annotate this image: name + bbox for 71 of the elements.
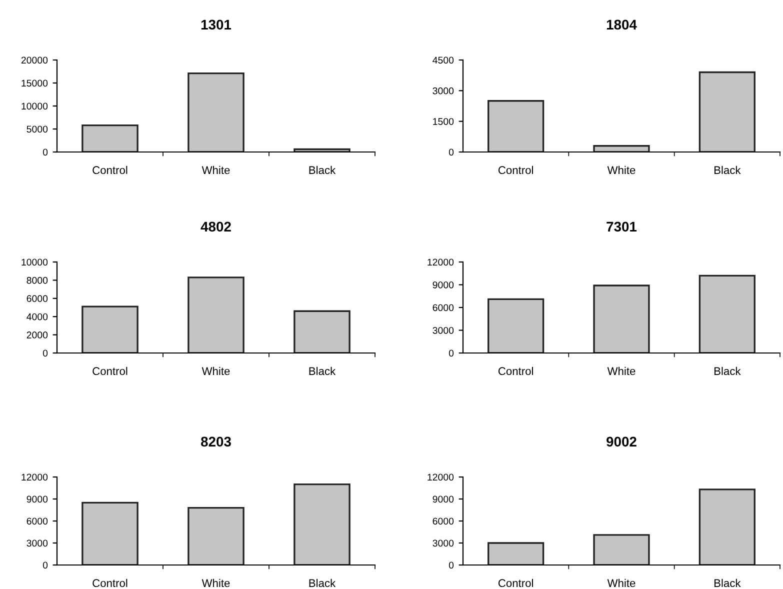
bar	[593, 284, 650, 353]
x-tick-label: Black	[714, 366, 741, 376]
x-tick-label: White	[202, 366, 230, 376]
y-tick-label: 0	[448, 350, 454, 357]
chart-title: 1301	[201, 20, 232, 30]
y-tick-label: 8000	[26, 276, 48, 284]
y-tick-label: 0	[448, 562, 454, 569]
y-tick-label: 12000	[428, 474, 454, 481]
bar	[593, 145, 650, 152]
y-tick-label: 0	[42, 148, 48, 156]
x-tick-label: Black	[714, 578, 741, 588]
y-tick-label: 15000	[22, 80, 48, 87]
y-tick-label: 6000	[26, 518, 48, 525]
x-tick-label: Black	[309, 166, 336, 174]
x-tick-label: Black	[714, 166, 741, 174]
y-tick-label: 3000	[26, 540, 48, 547]
x-tick-label: White	[202, 166, 230, 174]
bar	[294, 484, 350, 565]
y-tick-label: 6000	[432, 304, 454, 312]
y-tick-label: 10000	[22, 102, 48, 110]
y-tick-label: 6000	[432, 518, 454, 525]
bar	[488, 298, 544, 353]
y-tick-label: 10000	[22, 258, 48, 266]
bar	[698, 488, 756, 565]
chart-title: 1804	[606, 20, 637, 30]
bar	[698, 71, 756, 152]
y-tick-label: 0	[448, 148, 454, 156]
bar	[82, 502, 138, 565]
x-tick-label: White	[202, 578, 230, 588]
bar	[188, 276, 244, 353]
bar	[82, 124, 138, 152]
y-tick-label: 0	[42, 350, 48, 357]
y-tick-label: 20000	[21, 56, 48, 64]
y-tick-label: 4500	[432, 56, 454, 64]
x-tick-label: White	[607, 366, 636, 376]
x-tick-label: Control	[92, 166, 128, 174]
bar	[294, 310, 350, 353]
bar	[188, 72, 244, 152]
y-tick-label: 9000	[26, 496, 48, 503]
y-tick-label: 0	[42, 562, 48, 569]
y-tick-label: 12000	[428, 258, 454, 266]
y-tick-label: 12000	[22, 474, 48, 481]
y-tick-label: 3000	[432, 87, 454, 94]
x-tick-label: Black	[309, 366, 336, 376]
x-tick-label: Control	[92, 578, 128, 588]
x-tick-label: White	[607, 578, 636, 588]
y-tick-label: 9000	[432, 281, 454, 288]
y-tick-label: 4000	[26, 313, 48, 320]
y-tick-label: 5000	[26, 126, 48, 133]
chart-title: 9002	[606, 436, 636, 447]
chart-title: 4802	[200, 222, 231, 232]
y-tick-label: 6000	[26, 295, 48, 302]
x-tick-label: Black	[309, 578, 336, 588]
chart-title: 8203	[200, 436, 231, 447]
bar	[488, 542, 544, 565]
y-tick-label: 3000	[432, 540, 454, 547]
bar	[488, 100, 544, 152]
y-tick-label: 1500	[433, 118, 454, 125]
x-tick-label: Control	[498, 366, 533, 376]
y-tick-label: 2000	[26, 332, 48, 338]
x-tick-label: Control	[498, 166, 533, 174]
y-tick-label: 9000	[432, 496, 454, 503]
bar	[698, 274, 756, 353]
bar	[593, 534, 650, 565]
x-tick-label: Control	[92, 366, 128, 376]
x-tick-label: White	[607, 166, 636, 174]
bar	[82, 306, 138, 353]
chart-title: 7301	[606, 222, 637, 232]
x-tick-label: Control	[498, 578, 533, 588]
y-tick-label: 3000	[432, 326, 454, 334]
bar	[188, 506, 244, 565]
